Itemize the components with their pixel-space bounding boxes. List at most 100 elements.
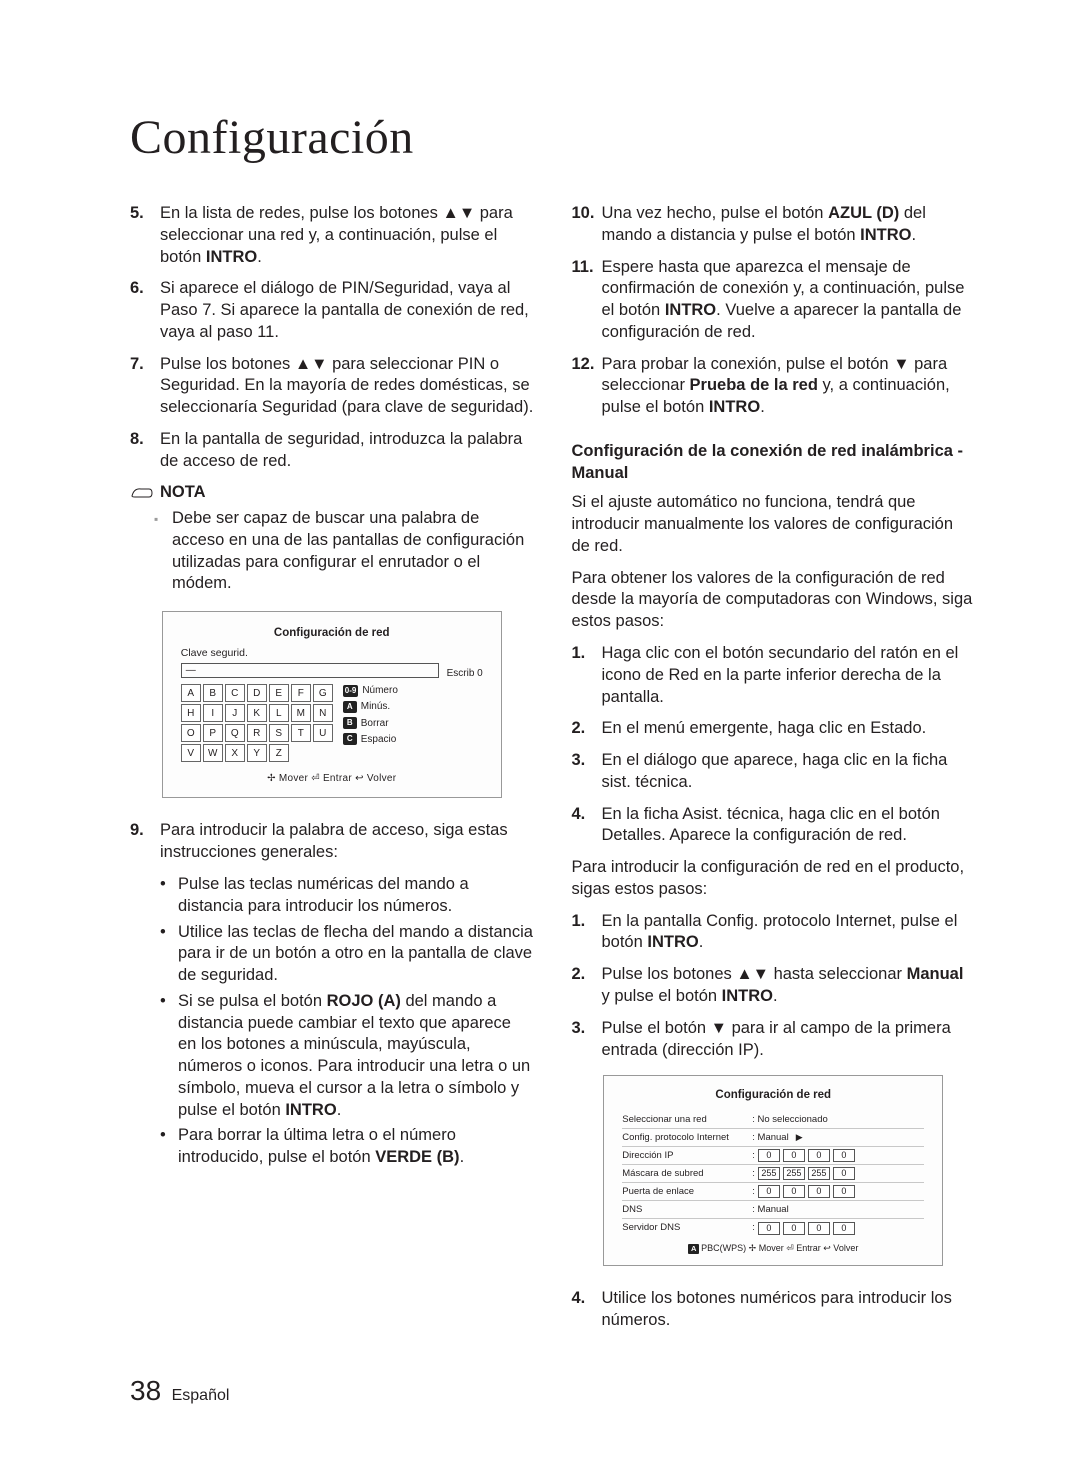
net-field-label: Máscara de subred: [622, 1168, 752, 1181]
step-number: 6.: [130, 278, 160, 343]
kb-key-n[interactable]: N: [313, 704, 333, 722]
step-number: 7.: [130, 354, 160, 419]
kb-key-c[interactable]: C: [225, 684, 245, 702]
step-number: 4.: [572, 804, 602, 848]
net-field-row: Máscara de subred:2552552550: [622, 1165, 924, 1183]
net-field-value[interactable]: : No seleccionado: [752, 1114, 924, 1127]
kb-key-m[interactable]: M: [291, 704, 311, 722]
step-number: 10.: [572, 203, 602, 247]
kb-key-g[interactable]: G: [313, 684, 333, 702]
kb-key-x[interactable]: X: [225, 744, 245, 762]
step-text: Pulse el botón ▼ para ir al campo de la …: [602, 1018, 976, 1062]
ip-octet[interactable]: 0: [783, 1149, 805, 1162]
ip-octet[interactable]: 0: [758, 1185, 780, 1198]
paragraph: Si el ajuste automático no funciona, ten…: [572, 492, 976, 557]
step-text: Pulse los botones ▲▼ para seleccionar PI…: [160, 354, 534, 419]
step-number: 2.: [572, 718, 602, 740]
page-title: Configuración: [130, 110, 975, 165]
step-text: Haga clic con el botón secundario del ra…: [602, 643, 976, 708]
kb-key-f[interactable]: F: [291, 684, 311, 702]
kb-input[interactable]: —: [181, 663, 439, 678]
bullet-dot: •: [160, 1125, 178, 1169]
step-7: 7. Pulse los botones ▲▼ para seleccionar…: [130, 354, 534, 419]
step-text: En la pantalla de seguridad, introduzca …: [160, 429, 534, 473]
net-field-value[interactable]: :0000: [752, 1185, 924, 1198]
step-8: 8. En la pantalla de seguridad, introduz…: [130, 429, 534, 473]
kb-key-y[interactable]: Y: [247, 744, 267, 762]
kb-key-i[interactable]: I: [203, 704, 223, 722]
step-text: Para probar la conexión, pulse el botón …: [602, 354, 976, 419]
kb-key-q[interactable]: Q: [225, 724, 245, 742]
ip-octet[interactable]: 0: [808, 1222, 830, 1235]
step-text: En el diálogo que aparece, haga clic en …: [602, 750, 976, 794]
ip-octet[interactable]: 0: [833, 1185, 855, 1198]
kb-key-v[interactable]: V: [181, 744, 201, 762]
net-field-value[interactable]: : Manual: [752, 1204, 924, 1217]
kb-key-j[interactable]: J: [225, 704, 245, 722]
net-field-label: Puerta de enlace: [622, 1186, 752, 1199]
net-field-value[interactable]: : Manual▶: [752, 1132, 924, 1145]
kb-key-d[interactable]: D: [247, 684, 267, 702]
kb-legend-row: AMinús.: [343, 700, 398, 713]
net-field-row: Dirección IP:0000: [622, 1147, 924, 1165]
net-field-label: Servidor DNS: [622, 1222, 752, 1235]
kb-legend: 0-9NúmeroAMinús.BBorrarCEspacio: [343, 684, 398, 762]
kb-key-z[interactable]: Z: [269, 744, 289, 762]
net-field-value[interactable]: :0000: [752, 1222, 924, 1235]
kb-key-t[interactable]: T: [291, 724, 311, 742]
legend-label: Borrar: [361, 717, 389, 730]
kb-field-label: Clave segurid.: [181, 647, 483, 661]
kb-key-u[interactable]: U: [313, 724, 333, 742]
step-text: Pulse los botones ▲▼ hasta seleccionar M…: [602, 964, 976, 1008]
net-field-value[interactable]: :0000: [752, 1149, 924, 1162]
ip-octet[interactable]: 0: [783, 1222, 805, 1235]
kb-key-k[interactable]: K: [247, 704, 267, 722]
list-item: 2.Pulse los botones ▲▼ hasta seleccionar…: [572, 964, 976, 1008]
kb-legend-row: CEspacio: [343, 733, 398, 746]
kb-key-w[interactable]: W: [203, 744, 223, 762]
list-item: 3.En el diálogo que aparece, haga clic e…: [572, 750, 976, 794]
ip-octet[interactable]: 0: [808, 1185, 830, 1198]
note-label: NOTA: [160, 482, 206, 504]
ip-octet[interactable]: 0: [758, 1222, 780, 1235]
right-column: 10. Una vez hecho, pulse el botón AZUL (…: [572, 203, 976, 1342]
step-12: 12. Para probar la conexión, pulse el bo…: [572, 354, 976, 419]
kb-key-l[interactable]: L: [269, 704, 289, 722]
step-5: 5. En la lista de redes, pulse los boton…: [130, 203, 534, 268]
left-column: 5. En la lista de redes, pulse los boton…: [130, 203, 534, 1342]
kb-key-e[interactable]: E: [269, 684, 289, 702]
net-field-value[interactable]: :2552552550: [752, 1167, 924, 1180]
kb-key-o[interactable]: O: [181, 724, 201, 742]
kb-key-h[interactable]: H: [181, 704, 201, 722]
paragraph: Para obtener los valores de la configura…: [572, 568, 976, 633]
sub-text: Utilice las teclas de flecha del mando a…: [178, 922, 534, 987]
ip-octet[interactable]: 0: [833, 1167, 855, 1180]
ip-octet[interactable]: 255: [808, 1167, 830, 1180]
kb-key-b[interactable]: B: [203, 684, 223, 702]
net-field-row: Puerta de enlace:0000: [622, 1183, 924, 1201]
list-item: 1.Haga clic con el botón secundario del …: [572, 643, 976, 708]
list-item: 1.En la pantalla Config. protocolo Inter…: [572, 911, 976, 955]
legend-label: Minús.: [361, 700, 390, 713]
step-9: 9. Para introducir la palabra de acceso,…: [130, 820, 534, 864]
ip-octet[interactable]: 0: [833, 1222, 855, 1235]
ip-octet[interactable]: 0: [783, 1185, 805, 1198]
net-field-label: Seleccionar una red: [622, 1114, 752, 1127]
ip-octet[interactable]: 0: [808, 1149, 830, 1162]
bullet-dot: •: [160, 991, 178, 1122]
step-10: 10. Una vez hecho, pulse el botón AZUL (…: [572, 203, 976, 247]
kb-key-s[interactable]: S: [269, 724, 289, 742]
ip-octet[interactable]: 0: [758, 1149, 780, 1162]
kb-key-r[interactable]: R: [247, 724, 267, 742]
badge-a: A: [688, 1244, 699, 1254]
kb-key-a[interactable]: A: [181, 684, 201, 702]
step-number: 12.: [572, 354, 602, 419]
kb-key-p[interactable]: P: [203, 724, 223, 742]
note-text: Debe ser capaz de buscar una palabra de …: [172, 508, 534, 595]
note-body: ▪ Debe ser capaz de buscar una palabra d…: [154, 508, 534, 595]
step-6: 6. Si aparece el diálogo de PIN/Segurida…: [130, 278, 534, 343]
page-footer: 38 Español: [130, 1375, 229, 1407]
ip-octet[interactable]: 0: [833, 1149, 855, 1162]
ip-octet[interactable]: 255: [783, 1167, 805, 1180]
ip-octet[interactable]: 255: [758, 1167, 780, 1180]
